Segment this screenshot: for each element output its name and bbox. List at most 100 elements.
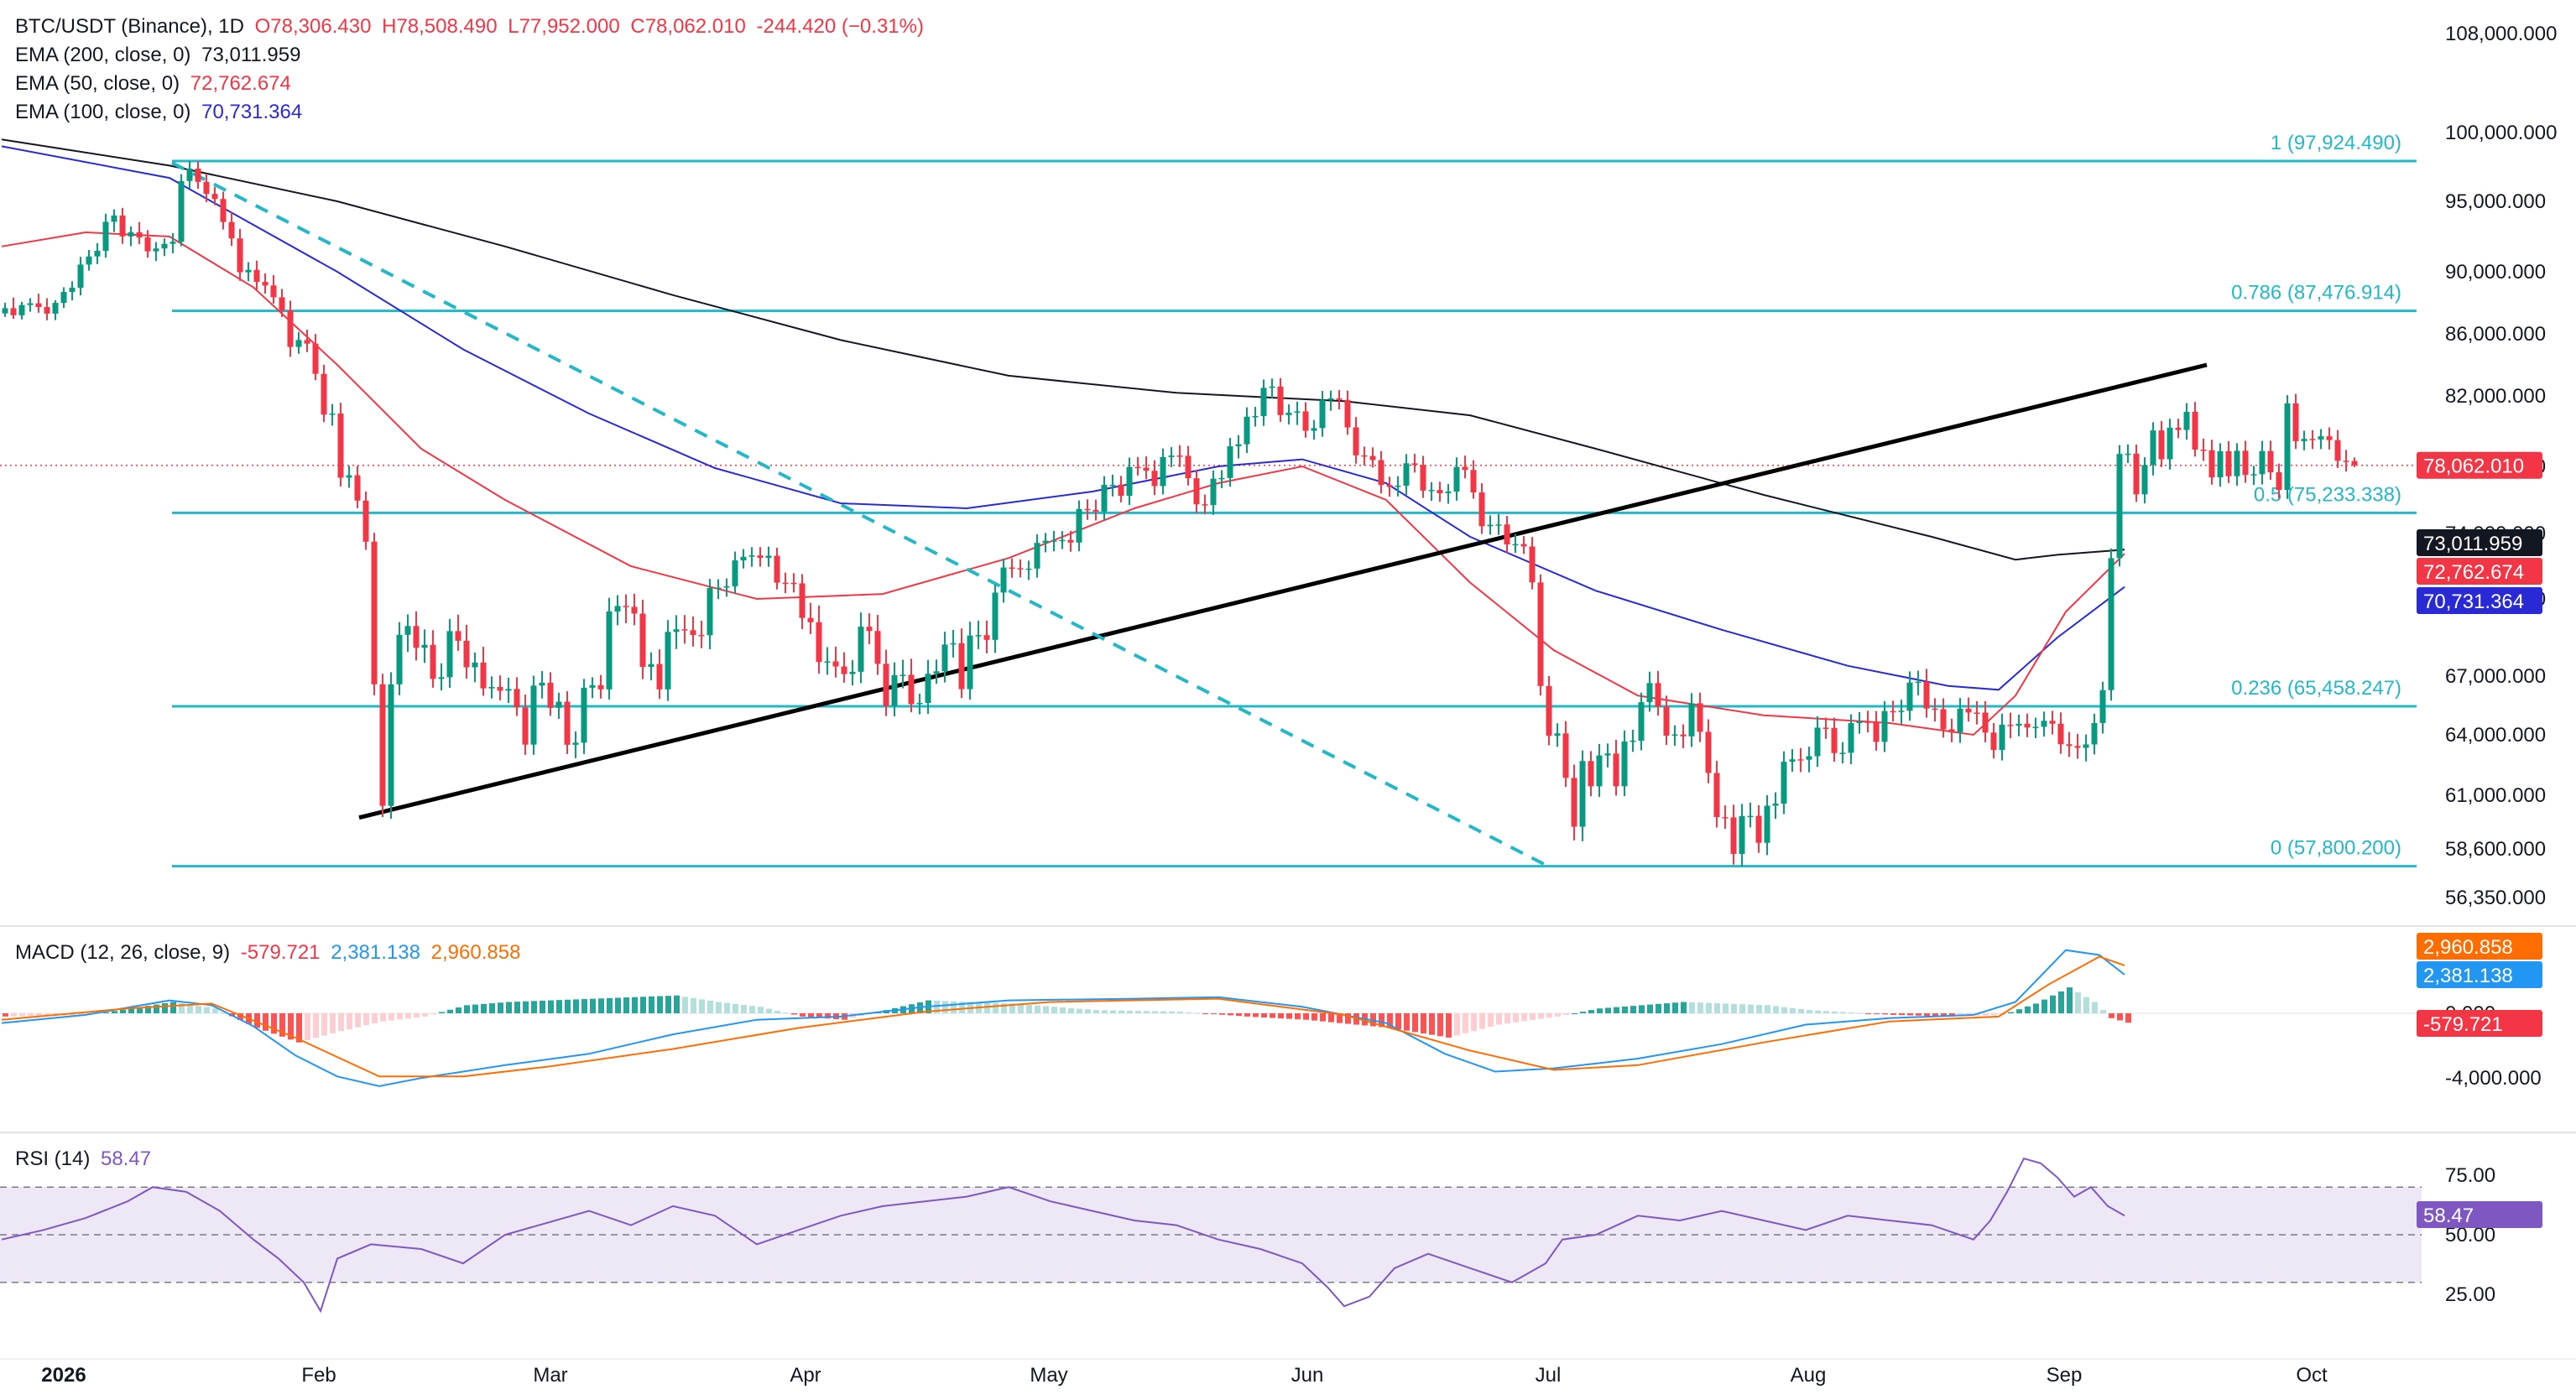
macd-histogram-bar — [1068, 1007, 1074, 1013]
macd-histogram-bar — [665, 996, 671, 1013]
price-tick-label: 64,000.000 — [2445, 724, 2546, 747]
macd-histogram-bar — [1773, 1006, 1779, 1013]
ema200-label: EMA (200, close, 0) — [15, 44, 191, 66]
candle-body — [1017, 568, 1024, 570]
candle-body — [169, 242, 176, 244]
candle-body — [1940, 709, 1947, 730]
candle-body — [463, 640, 470, 668]
price-tick-label: 108,000.000 — [2445, 23, 2557, 45]
macd-histogram-bar — [2008, 1012, 2014, 1013]
fibonacci-retracement[interactable]: 1 (97,924.490) 0.786 (87,476.914) 0.5 (75,… — [0, 132, 2422, 868]
ema50-legend[interactable]: EMA (50, close, 0) 72,762.674 — [15, 72, 296, 96]
candle-body — [245, 269, 252, 273]
macd-histogram-bar — [1379, 1013, 1384, 1028]
candle-body — [430, 644, 436, 679]
candle-body — [279, 297, 285, 311]
macd-tick-label: -4,000.000 — [2445, 1067, 2542, 1090]
rsi-tag: 58.47 — [2423, 1205, 2474, 1227]
candle-body — [144, 237, 151, 252]
macd-histogram-bar — [1832, 1011, 1838, 1013]
macd-histogram-bar — [1890, 1013, 1896, 1015]
macd-histogram-bar — [1614, 1007, 1619, 1013]
candle-body — [287, 310, 294, 347]
candle-body — [2292, 403, 2299, 441]
macd-histogram-bar — [405, 1013, 411, 1019]
macd-histogram-bar — [1119, 1010, 1124, 1013]
macd-histogram-bar — [1102, 1010, 1108, 1013]
macd-legend[interactable]: MACD (12, 26, close, 9) -579.721 2,381.1… — [15, 941, 525, 965]
candle-body — [849, 671, 856, 674]
macd-histogram-bar — [733, 1003, 738, 1013]
macd-histogram-bar — [28, 1013, 34, 1017]
candle-body — [1789, 759, 1796, 762]
macd-histogram-bar — [1035, 1005, 1040, 1013]
macd-histogram-bar — [2067, 987, 2073, 1013]
macd-histogram-bar — [3, 1013, 8, 1017]
rsi-label: RSI (14) — [15, 1148, 91, 1170]
macd-histogram-bar — [2050, 995, 2056, 1013]
candle-body — [1957, 708, 1963, 732]
candle-body — [681, 629, 688, 631]
macd-histogram-bar — [447, 1009, 453, 1013]
macd-histogram-bar — [70, 1013, 76, 1016]
candle-body — [807, 617, 814, 622]
macd-histogram-bar — [716, 1002, 722, 1013]
candle-body — [1202, 504, 1208, 506]
candle-body — [237, 238, 243, 273]
macd-signal-value: 2,960.858 — [430, 941, 521, 964]
macd-histogram-bar — [1295, 1013, 1301, 1020]
candle-body — [2041, 721, 2047, 727]
candle-body — [295, 340, 302, 347]
macd-histogram-bar — [1513, 1013, 1519, 1023]
trendlines[interactable] — [171, 161, 2208, 868]
macd-histogram-bar — [783, 1012, 789, 1014]
candle-body — [950, 643, 957, 645]
last-price-tag-bg — [2417, 451, 2542, 479]
macd-histogram-bar — [2083, 997, 2089, 1013]
rsi-legend[interactable]: RSI (14) 58.47 — [15, 1148, 156, 1171]
candle-body — [329, 414, 336, 415]
candle-body — [1269, 386, 1275, 388]
candle-body — [992, 592, 999, 640]
macd-histogram-bar — [1656, 1003, 1661, 1013]
macd-histogram-bar — [36, 1013, 42, 1017]
macd-histogram-bar — [103, 1012, 109, 1013]
candle-body — [1797, 759, 1804, 761]
macd-histogram-bar — [1765, 1005, 1770, 1013]
macd-histogram-bar — [78, 1013, 84, 1016]
candle-body — [2276, 472, 2282, 491]
macd-label: MACD (12, 26, close, 9) — [15, 941, 231, 964]
macd-histogram-bar — [1127, 1010, 1133, 1013]
candle-body — [916, 702, 923, 705]
candle-body — [1420, 465, 1426, 491]
ema100-legend[interactable]: EMA (100, close, 0) 70,731.364 — [15, 101, 307, 124]
macd-histogram-bar — [1781, 1007, 1787, 1013]
macd-histogram-bar — [1488, 1013, 1494, 1028]
symbol-label[interactable]: BTC/USDT (Binance), 1D — [15, 15, 244, 38]
macd-hist-tag-bg — [2417, 1010, 2542, 1037]
candle-body — [1663, 706, 1670, 736]
macd-histogram-bar — [1706, 1002, 1712, 1013]
macd-histogram-bar — [2042, 999, 2047, 1013]
time-axis[interactable]: 2026 Feb Mar Apr May Jun Jul Aug Sep Oct — [41, 1364, 2328, 1387]
candle-body — [1059, 539, 1066, 542]
macd-histogram-bar — [380, 1013, 386, 1022]
candle-body — [488, 686, 495, 689]
candle-body — [1529, 546, 1536, 583]
macd-histogram-bar — [430, 1013, 436, 1015]
candle-body — [1974, 712, 1980, 714]
macd-histogram-bar — [1446, 1013, 1452, 1038]
macd-histogram-bar — [1865, 1013, 1871, 1014]
macd-histogram-bar — [1504, 1013, 1510, 1024]
ema200-legend[interactable]: EMA (200, close, 0) 73,011.959 — [15, 44, 305, 67]
macd-histogram-bar — [2109, 1013, 2115, 1018]
macd-histogram-bar — [1823, 1011, 1829, 1013]
macd-histogram-bar — [2058, 991, 2064, 1013]
macd-histogram-bar — [1412, 1013, 1418, 1033]
macd-histogram-bar — [1588, 1010, 1594, 1013]
macd-histogram-bar — [254, 1013, 260, 1028]
candle-body — [1495, 524, 1502, 526]
macd-histogram-bar — [808, 1013, 814, 1017]
candle-body — [371, 541, 378, 684]
